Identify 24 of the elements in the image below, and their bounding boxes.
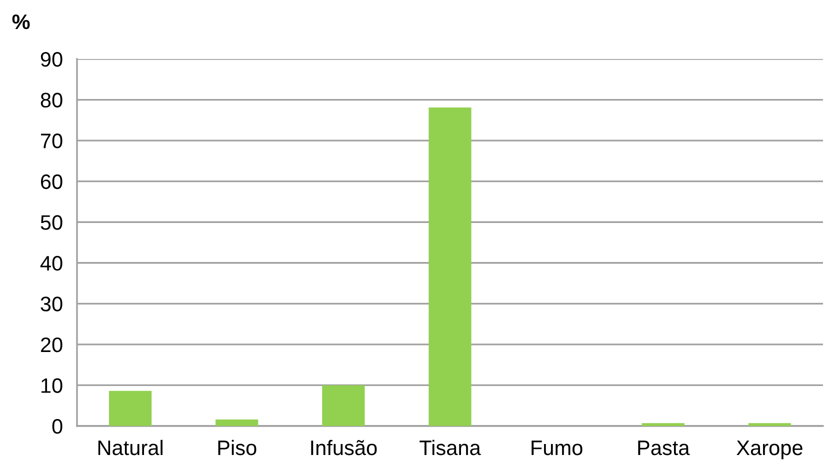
bar <box>216 419 258 426</box>
x-tick-label: Tisana <box>420 440 481 456</box>
y-tick-label: 70 <box>41 134 62 148</box>
bar <box>748 423 792 426</box>
bar <box>108 390 152 426</box>
y-tick-label: 0 <box>52 419 62 434</box>
y-tick-label: 30 <box>40 296 62 312</box>
y-axis-title: % <box>12 14 30 30</box>
y-tick-label: 60 <box>41 174 62 190</box>
y-tick-label: 80 <box>40 92 62 108</box>
bar <box>428 108 472 426</box>
x-tick-label: Natural <box>98 440 162 456</box>
y-tick-label: 20 <box>40 337 62 352</box>
y-tick-label: 40 <box>40 256 62 271</box>
y-tick-label: 90 <box>40 52 62 67</box>
x-tick-label: Piso <box>218 440 256 456</box>
x-tick-label: Infusão <box>311 440 377 456</box>
y-tick-label: 50 <box>40 215 62 230</box>
x-tick-label: Xarope <box>736 440 802 460</box>
bar <box>642 423 684 426</box>
x-tick-label: Fumo <box>532 440 582 456</box>
x-tick-label: Pasta <box>638 440 690 456</box>
y-tick-label: 10 <box>42 378 62 393</box>
bar <box>322 385 365 426</box>
